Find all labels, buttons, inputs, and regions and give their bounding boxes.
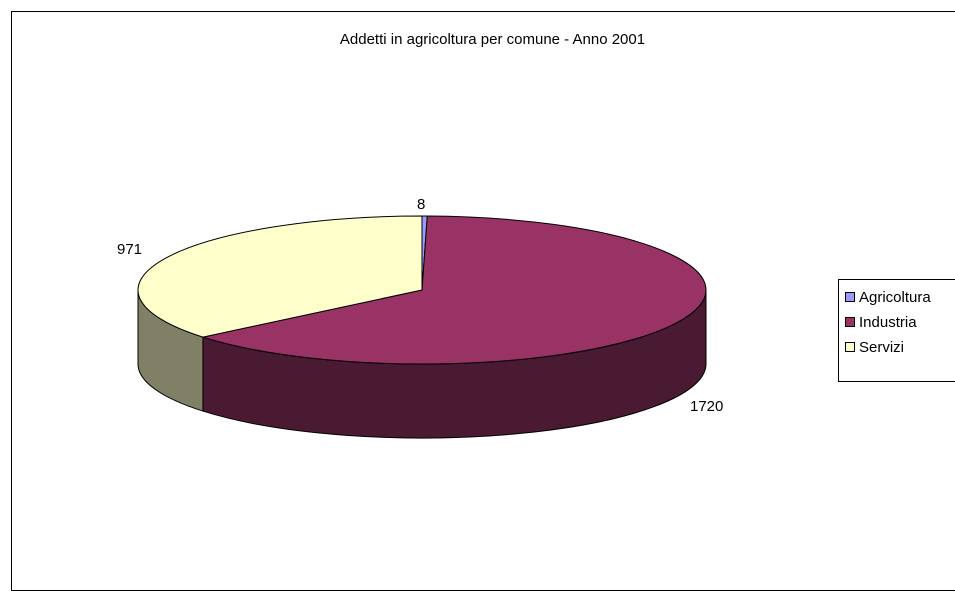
data-label-servizi: 971 [117, 241, 143, 258]
data-label-industria: 1720 [690, 398, 724, 415]
legend-label: Industria [859, 313, 917, 331]
pie-slice-servizi [137, 215, 423, 338]
legend-item-servizi: Servizi [845, 336, 904, 358]
data-label-agricoltura: 8 [417, 196, 426, 213]
legend-swatch [845, 342, 855, 352]
pie-slice-industria [200, 215, 707, 365]
chart-title: Addetti in agricoltura per comune - Anno… [339, 31, 646, 48]
legend-item-agricoltura: Agricoltura [845, 286, 931, 308]
legend-swatch [845, 317, 855, 327]
legend: Agricoltura Industria Servizi [838, 279, 955, 382]
legend-item-industria: Industria [845, 311, 917, 333]
legend-label: Agricoltura [859, 288, 931, 306]
legend-label: Servizi [859, 338, 905, 356]
legend-swatch [845, 292, 855, 302]
